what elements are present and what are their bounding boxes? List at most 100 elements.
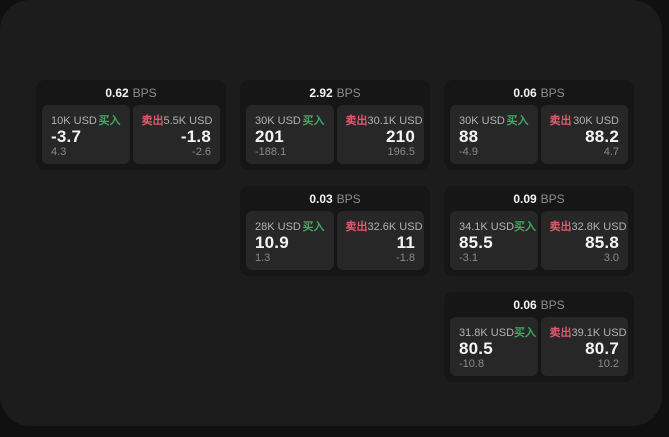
buy-badge[interactable]: 买入 — [302, 221, 325, 233]
buy-badge[interactable]: 买入 — [302, 115, 325, 127]
card-body: 30K USD 买入 201 -188.1 卖出 30.1K USD 210 1… — [246, 105, 424, 164]
card-header: 2.92 BPS — [246, 84, 424, 102]
amount-label: 5.5K USD — [163, 115, 213, 127]
amount-label: 30K USD — [255, 115, 301, 127]
buy-panel[interactable]: 30K USD 买入 88 -4.9 — [450, 105, 538, 164]
delta-value: 4.3 — [51, 146, 67, 158]
bps-cards-grid: 0.62 BPS 10K USD 买入 -3.7 4.3 卖出 5.5K USD … — [36, 80, 634, 382]
sell-panel-top: 卖出 32.8K USD — [549, 218, 627, 234]
card-header: 0.06 BPS — [450, 84, 628, 102]
bps-unit: BPS — [132, 86, 157, 100]
amount-label: 28K USD — [255, 221, 301, 233]
buy-panel-top: 30K USD 买入 — [459, 112, 529, 128]
bps-unit: BPS — [336, 192, 361, 206]
bps-unit: BPS — [336, 86, 361, 100]
buy-badge[interactable]: 买入 — [514, 221, 537, 233]
main-value: 210 — [386, 127, 415, 146]
bps-value: 0.06 — [513, 86, 537, 100]
sell-panel-top: 卖出 30.1K USD — [345, 112, 423, 128]
main-value: 85.8 — [585, 233, 619, 252]
buy-badge[interactable]: 买入 — [506, 115, 529, 127]
delta-value: -3.1 — [459, 252, 478, 264]
buy-panel[interactable]: 10K USD 买入 -3.7 4.3 — [42, 105, 130, 164]
main-value: -3.7 — [51, 127, 82, 146]
main-value: 80.7 — [585, 339, 619, 358]
sell-panel-top: 卖出 5.5K USD — [141, 112, 213, 128]
delta-value: 10.2 — [597, 358, 619, 370]
sell-badge[interactable]: 卖出 — [549, 327, 572, 339]
card-body: 28K USD 买入 10.9 1.3 卖出 32.6K USD 11 -1.8 — [246, 211, 424, 270]
sell-panel[interactable]: 卖出 5.5K USD -1.8 -2.6 — [132, 105, 220, 164]
sell-badge[interactable]: 卖出 — [549, 115, 572, 127]
bps-unit: BPS — [540, 298, 565, 312]
sell-panel[interactable]: 卖出 39.1K USD 80.7 10.2 — [540, 317, 628, 376]
card-body: 30K USD 买入 88 -4.9 卖出 30K USD 88.2 4.7 — [450, 105, 628, 164]
card-header: 0.62 BPS — [42, 84, 220, 102]
bps-value: 0.03 — [309, 192, 333, 206]
bps-card: 0.09 BPS 34.1K USD 买入 85.5 -3.1 卖出 32.8K … — [444, 186, 634, 276]
card-body: 34.1K USD 买入 85.5 -3.1 卖出 32.8K USD 85.8… — [450, 211, 628, 270]
bps-value: 0.06 — [513, 298, 537, 312]
card-body: 31.8K USD 买入 80.5 -10.8 卖出 39.1K USD 80.… — [450, 317, 628, 376]
bps-card: 0.06 BPS 31.8K USD 买入 80.5 -10.8 卖出 39.1K… — [444, 292, 634, 382]
sell-panel[interactable]: 卖出 30K USD 88.2 4.7 — [540, 105, 628, 164]
delta-value: 196.5 — [387, 146, 415, 158]
sell-panel-top: 卖出 39.1K USD — [549, 324, 627, 340]
delta-value: -1.8 — [396, 252, 415, 264]
card-header: 0.03 BPS — [246, 190, 424, 208]
delta-value: -188.1 — [255, 146, 287, 158]
amount-label: 39.1K USD — [571, 327, 627, 339]
buy-panel[interactable]: 34.1K USD 买入 85.5 -3.1 — [450, 211, 538, 270]
bps-card: 0.62 BPS 10K USD 买入 -3.7 4.3 卖出 5.5K USD … — [36, 80, 226, 170]
buy-panel-top: 34.1K USD 买入 — [459, 218, 536, 234]
amount-label: 32.6K USD — [367, 221, 423, 233]
amount-label: 30K USD — [459, 115, 505, 127]
buy-panel[interactable]: 28K USD 买入 10.9 1.3 — [246, 211, 334, 270]
sell-panel-top: 卖出 32.6K USD — [345, 218, 423, 234]
buy-panel-top: 31.8K USD 买入 — [459, 324, 536, 340]
sell-badge[interactable]: 卖出 — [141, 115, 164, 127]
sell-badge[interactable]: 卖出 — [345, 221, 368, 233]
bps-card: 0.03 BPS 28K USD 买入 10.9 1.3 卖出 32.6K USD… — [240, 186, 430, 276]
buy-badge[interactable]: 买入 — [98, 115, 121, 127]
delta-value: -2.6 — [192, 146, 211, 158]
buy-panel[interactable]: 30K USD 买入 201 -188.1 — [246, 105, 334, 164]
card-header: 0.06 BPS — [450, 296, 628, 314]
main-value: 11 — [396, 233, 415, 252]
delta-value: 3.0 — [603, 252, 619, 264]
buy-panel-top: 28K USD 买入 — [255, 218, 325, 234]
amount-label: 31.8K USD — [459, 327, 515, 339]
buy-panel[interactable]: 31.8K USD 买入 80.5 -10.8 — [450, 317, 538, 376]
sell-panel[interactable]: 卖出 32.6K USD 11 -1.8 — [336, 211, 424, 270]
sell-badge[interactable]: 卖出 — [345, 115, 368, 127]
bps-value: 0.09 — [513, 192, 537, 206]
main-value: 10.9 — [255, 233, 289, 252]
bps-card: 0.06 BPS 30K USD 买入 88 -4.9 卖出 30K USD 88… — [444, 80, 634, 170]
sell-badge[interactable]: 卖出 — [549, 221, 572, 233]
main-value: -1.8 — [180, 127, 211, 146]
main-value: 88.2 — [585, 127, 619, 146]
main-value: 201 — [255, 127, 284, 146]
bps-card: 2.92 BPS 30K USD 买入 201 -188.1 卖出 30.1K U… — [240, 80, 430, 170]
sell-panel[interactable]: 卖出 32.8K USD 85.8 3.0 — [540, 211, 628, 270]
bps-unit: BPS — [540, 86, 565, 100]
buy-panel-top: 10K USD 买入 — [51, 112, 121, 128]
main-value: 85.5 — [459, 233, 493, 252]
delta-value: 1.3 — [255, 252, 271, 264]
delta-value: -10.8 — [459, 358, 485, 370]
delta-value: -4.9 — [459, 146, 478, 158]
bps-value: 2.92 — [309, 86, 333, 100]
delta-value: 4.7 — [603, 146, 619, 158]
bps-unit: BPS — [540, 192, 565, 206]
buy-panel-top: 30K USD 买入 — [255, 112, 325, 128]
sell-panel[interactable]: 卖出 30.1K USD 210 196.5 — [336, 105, 424, 164]
buy-badge[interactable]: 买入 — [514, 327, 537, 339]
amount-label: 30.1K USD — [367, 115, 423, 127]
amount-label: 10K USD — [51, 115, 97, 127]
amount-label: 30K USD — [573, 115, 619, 127]
card-header: 0.09 BPS — [450, 190, 628, 208]
amount-label: 34.1K USD — [459, 221, 515, 233]
amount-label: 32.8K USD — [571, 221, 627, 233]
main-value: 80.5 — [459, 339, 493, 358]
sell-panel-top: 卖出 30K USD — [550, 112, 620, 128]
